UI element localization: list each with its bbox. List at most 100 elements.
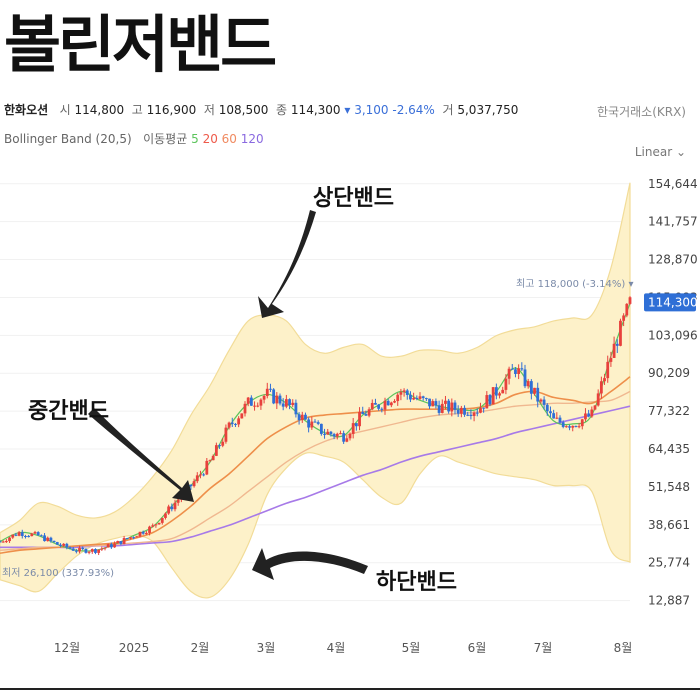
- upper-band-annotation: 상단밴드: [313, 186, 394, 211]
- candle-body: [199, 474, 202, 476]
- candle-body: [65, 543, 69, 548]
- candle-body: [510, 368, 514, 370]
- candle-body: [90, 549, 94, 552]
- candle-body: [612, 343, 616, 358]
- x-tick-label: 2025: [119, 641, 150, 655]
- ma20-label: 20: [202, 132, 218, 146]
- candle-body: [300, 414, 304, 421]
- ma120-label: 120: [240, 132, 264, 146]
- candle-body: [596, 393, 600, 406]
- candle-body: [428, 398, 431, 407]
- candle-body: [100, 548, 104, 550]
- candle-body: [78, 547, 81, 552]
- candle-body: [119, 541, 123, 544]
- candle-body: [383, 400, 387, 410]
- y-tick-label: 103,096: [648, 328, 698, 342]
- candle-body: [622, 315, 626, 321]
- candle-body: [542, 399, 546, 405]
- candle-body: [253, 405, 256, 407]
- candle-body: [135, 536, 139, 538]
- candle-body: [234, 423, 237, 425]
- candle-body: [374, 402, 377, 405]
- candle-body: [545, 404, 549, 412]
- candle-body: [11, 534, 15, 538]
- candle-body: [354, 423, 358, 427]
- candle-body: [409, 394, 412, 400]
- candle-body: [498, 393, 501, 396]
- candle-body: [361, 411, 365, 415]
- y-tick-label: 77,322: [648, 404, 690, 418]
- candle-body: [339, 433, 342, 435]
- candle-body: [189, 484, 193, 487]
- last-price-tag: 114,300: [644, 293, 698, 312]
- candle-body: [87, 551, 91, 553]
- candle-body: [84, 548, 88, 553]
- candle-body: [62, 543, 66, 546]
- x-tick-label: 5월: [402, 641, 421, 655]
- candle-body: [284, 399, 288, 407]
- candle-body: [593, 405, 597, 410]
- candle-body: [549, 411, 552, 414]
- candle-body: [278, 395, 282, 404]
- x-tick-label: 4월: [327, 641, 346, 655]
- candle-body: [329, 431, 333, 435]
- candle-body: [367, 409, 371, 416]
- stock-name[interactable]: 한화오션: [4, 103, 49, 117]
- candle-body: [335, 433, 339, 437]
- x-axis: 12월 2025 2월 3월 4월 5월 6월 7월 8월: [54, 641, 633, 655]
- candle-body: [246, 397, 250, 404]
- x-tick-label: 6월: [468, 641, 487, 655]
- candle-body: [173, 502, 177, 510]
- ma60-label: 60: [221, 132, 237, 146]
- candle-body: [437, 405, 441, 413]
- candle-body: [144, 532, 148, 534]
- candle-body: [281, 403, 285, 407]
- high-value: 116,900: [146, 103, 197, 117]
- candle-body: [599, 381, 603, 394]
- candle-body: [259, 399, 263, 406]
- candle-body: [265, 388, 269, 397]
- candle-body: [132, 537, 136, 539]
- candle-body: [466, 414, 470, 416]
- candle-body: [8, 537, 11, 542]
- ma-label[interactable]: 이동평균: [143, 132, 188, 146]
- candle-body: [584, 413, 587, 420]
- candle-body: [49, 537, 53, 541]
- y-tick-label: 25,774: [648, 556, 690, 570]
- candle-body: [389, 402, 393, 406]
- candle-body: [14, 534, 18, 536]
- candle-body: [122, 538, 126, 544]
- candle-body: [377, 404, 381, 409]
- candle-body: [555, 417, 559, 419]
- candle-body: [27, 536, 31, 538]
- exchange-label: 한국거래소(KRX): [597, 105, 686, 119]
- candle-body: [332, 434, 336, 437]
- candle-body: [342, 433, 346, 442]
- candle-body: [609, 357, 613, 362]
- candle-body: [288, 399, 291, 406]
- candle-body: [523, 369, 527, 387]
- candle-body: [564, 426, 568, 428]
- candle-body: [294, 402, 298, 415]
- candle-body: [405, 390, 409, 395]
- candle-body: [94, 549, 97, 553]
- bollinger-label[interactable]: Bollinger Band (20,5): [4, 132, 132, 146]
- candle-body: [444, 400, 447, 404]
- scale-mode-select[interactable]: Linear ⌄: [634, 145, 686, 159]
- candle-body: [459, 407, 463, 414]
- candle-body: [211, 455, 215, 461]
- candle-body: [514, 369, 517, 374]
- candle-body: [39, 535, 43, 537]
- candle-body: [227, 422, 231, 428]
- candle-body: [504, 378, 508, 390]
- candle-body: [138, 531, 142, 537]
- candle-body: [202, 474, 206, 476]
- candle-body: [494, 387, 498, 396]
- candle-body: [424, 398, 428, 400]
- candle-body: [55, 542, 59, 545]
- candle-body: [109, 544, 113, 548]
- candle-body: [33, 532, 37, 534]
- low-marker: 최저 26,100 (337.93%): [2, 567, 114, 579]
- candle-body: [606, 361, 610, 379]
